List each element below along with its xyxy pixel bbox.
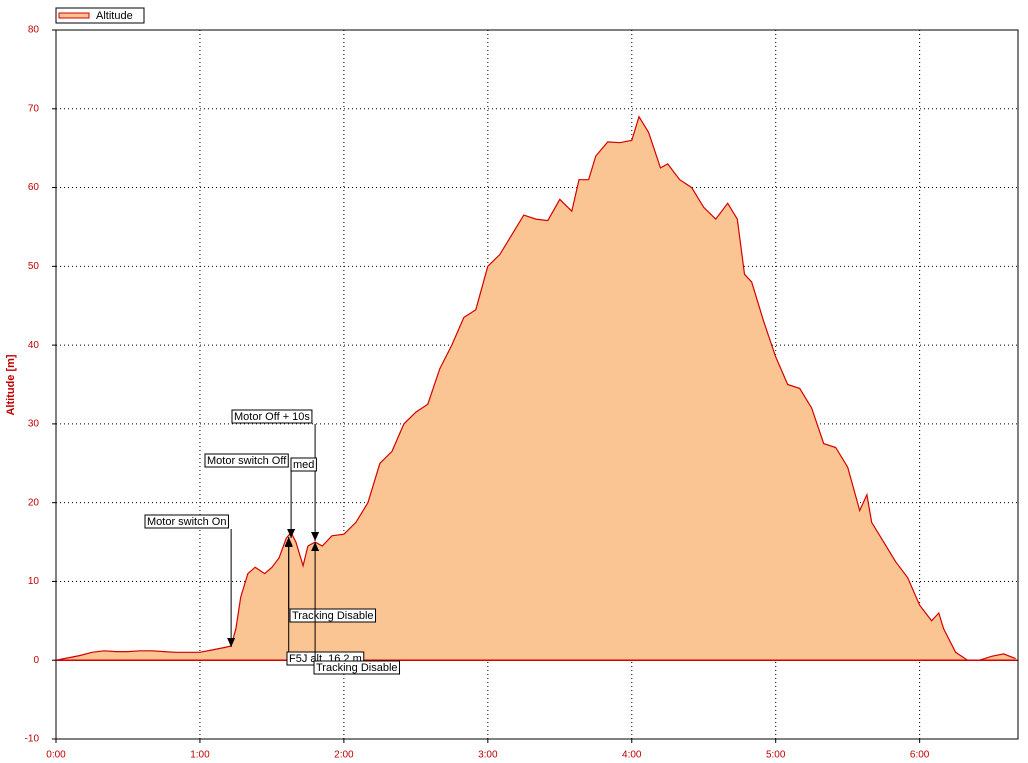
- annotation-text: Motor switch On: [147, 516, 226, 528]
- y-tick-label: 0: [33, 655, 39, 666]
- annotation-text: Motor Off + 10s: [234, 411, 310, 423]
- x-tick-label: 0:00: [46, 750, 66, 761]
- annotation-box: [144, 514, 229, 529]
- area: [56, 116, 1016, 661]
- y-tick-label: 70: [28, 103, 40, 114]
- annotation-text: med: [293, 459, 314, 471]
- arrow-head: [284, 538, 293, 547]
- y-tick-label: 10: [28, 576, 40, 587]
- x-tick-label: 5:00: [766, 750, 786, 761]
- x-tick-label: 1:00: [190, 750, 210, 761]
- y-axis-label: Altitude [m]: [5, 354, 17, 415]
- annotation-box: [289, 608, 377, 623]
- y-tick-label: -10: [25, 734, 40, 745]
- y-tick-label: 60: [28, 182, 40, 193]
- arrow-head: [311, 542, 320, 551]
- arrow-head: [287, 529, 296, 538]
- y-tick-label: 50: [28, 261, 40, 272]
- legend-label: Altitude: [96, 10, 133, 22]
- y-tick-label: 20: [28, 497, 40, 508]
- arrow-head: [311, 532, 320, 541]
- legend-box: [55, 7, 145, 24]
- arrow-head: [227, 638, 236, 647]
- y-tick-label: 30: [28, 419, 40, 430]
- annotation-box: [290, 457, 317, 472]
- legend-swatch: [58, 12, 90, 19]
- annotation-box: [231, 409, 313, 424]
- annotation-text: Motor switch Off: [207, 455, 287, 467]
- x-tick-label: 4:00: [622, 750, 642, 761]
- x-tick-label: 2:00: [334, 750, 354, 761]
- annotation-text: Tracking Disable: [316, 662, 398, 674]
- x-tick-label: 3:00: [478, 750, 498, 761]
- annotation-box: [313, 660, 401, 675]
- plot-frame: [55, 29, 1019, 740]
- y-tick-label: 80: [28, 25, 40, 36]
- annotation-box: [204, 453, 289, 468]
- x-tick-label: 6:00: [910, 750, 930, 761]
- annotation-text: Tracking Disable: [292, 610, 374, 622]
- y-tick-label: 40: [28, 340, 40, 351]
